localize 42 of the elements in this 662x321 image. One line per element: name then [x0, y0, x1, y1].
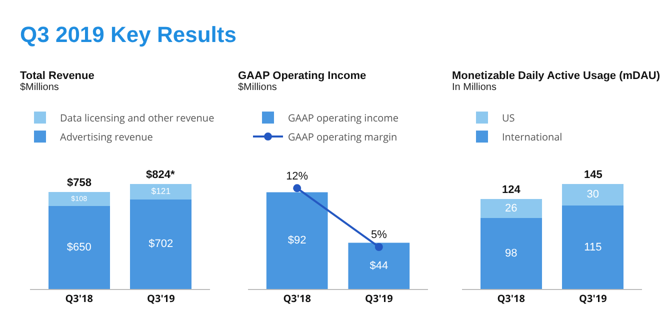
legend-label: US	[502, 110, 515, 124]
data-label: 26	[504, 202, 518, 214]
data-label: 30	[586, 188, 600, 201]
data-label: 98	[504, 247, 518, 260]
total-label: $824*	[146, 169, 176, 181]
x-tick-label: Q3'19	[147, 291, 176, 305]
total-label: $758	[67, 177, 92, 189]
chart-subtitle: $Millions	[20, 82, 60, 93]
data-label: $702	[148, 238, 174, 250]
legend-label: GAAP operating income	[288, 110, 399, 124]
chart-title: Monetizable Daily Active Usage (mDAU)	[452, 70, 660, 82]
legend-label: Data licensing and other revenue	[60, 110, 215, 124]
chart-title: GAAP Operating Income	[238, 70, 368, 82]
data-label: 115	[584, 241, 602, 254]
total-label: 145	[584, 169, 602, 181]
x-tick-label: Q3'18	[283, 291, 312, 305]
bar	[562, 184, 624, 206]
bar	[130, 184, 192, 200]
bar	[480, 218, 542, 289]
chart-subtitle: In Millions	[452, 82, 498, 93]
x-tick-label: Q3'18	[497, 291, 526, 305]
legend-label: International	[502, 129, 562, 144]
bar	[480, 199, 542, 218]
data-label: $44	[370, 260, 388, 272]
chart-subtitle: $Millions	[238, 82, 278, 93]
x-tick-label: Q3'19	[579, 291, 608, 305]
data-label: $92	[288, 234, 306, 247]
data-label: 12%	[286, 170, 308, 182]
total-label: 124	[502, 184, 522, 196]
text: Q3 2019 Key Results	[20, 22, 236, 48]
chart-title: Total Revenue	[20, 70, 96, 82]
data-label: $650	[66, 241, 92, 254]
bar	[48, 206, 110, 289]
data-label: 5%	[370, 229, 388, 242]
legend-label: GAAP operating margin	[288, 129, 398, 144]
bar	[48, 192, 110, 206]
x-tick-label: Q3'19	[365, 291, 394, 305]
bar	[562, 206, 624, 289]
x-tick-label: Q3'18	[65, 291, 94, 305]
legend-label: Advertising revenue	[60, 129, 154, 144]
data-label: $121	[151, 186, 171, 196]
bar	[130, 199, 192, 289]
